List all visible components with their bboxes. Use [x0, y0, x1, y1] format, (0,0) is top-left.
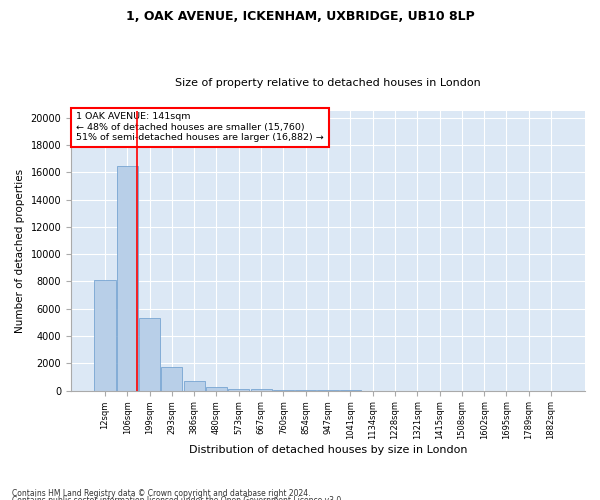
Bar	[161, 366, 182, 390]
Bar	[251, 389, 272, 390]
Bar	[228, 388, 250, 390]
Bar	[206, 387, 227, 390]
Text: 1 OAK AVENUE: 141sqm
← 48% of detached houses are smaller (15,760)
51% of semi-d: 1 OAK AVENUE: 141sqm ← 48% of detached h…	[76, 112, 324, 142]
X-axis label: Distribution of detached houses by size in London: Distribution of detached houses by size …	[189, 445, 467, 455]
Text: Contains public sector information licensed under the Open Government Licence v3: Contains public sector information licen…	[12, 496, 344, 500]
Text: Contains HM Land Registry data © Crown copyright and database right 2024.: Contains HM Land Registry data © Crown c…	[12, 488, 311, 498]
Bar	[94, 280, 116, 390]
Bar	[139, 318, 160, 390]
Bar	[184, 381, 205, 390]
Text: 1, OAK AVENUE, ICKENHAM, UXBRIDGE, UB10 8LP: 1, OAK AVENUE, ICKENHAM, UXBRIDGE, UB10 …	[125, 10, 475, 23]
Y-axis label: Number of detached properties: Number of detached properties	[15, 168, 25, 333]
Title: Size of property relative to detached houses in London: Size of property relative to detached ho…	[175, 78, 481, 88]
Bar	[116, 166, 138, 390]
